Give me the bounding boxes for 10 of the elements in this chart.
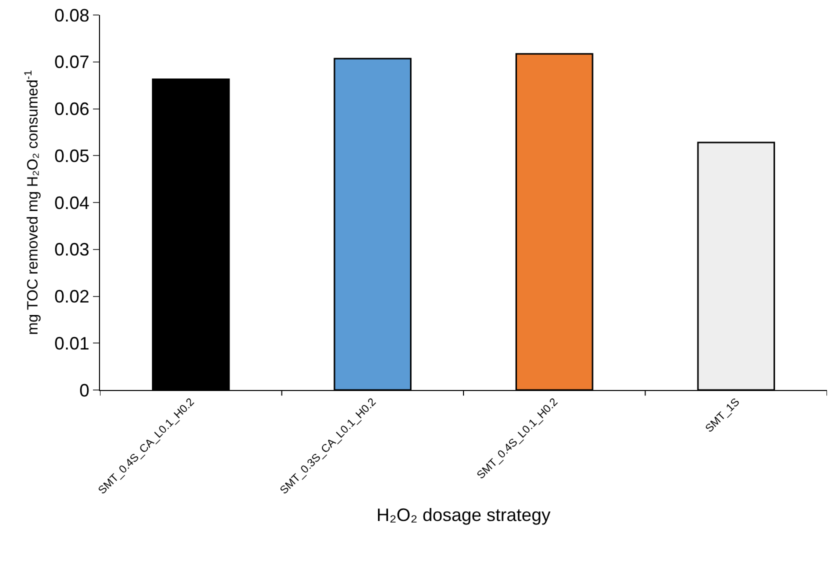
y-tick-label: 0.01 [54, 333, 90, 354]
y-tick-label: 0.06 [54, 99, 90, 120]
y-tick-label: 0.02 [54, 286, 90, 307]
y-tick-label: 0.05 [54, 146, 90, 166]
y-tick-label: 0 [79, 380, 90, 400]
y-tick-label: 0.08 [54, 5, 90, 26]
y-tick-label: 0.07 [54, 52, 90, 72]
x-axis-title: H₂O₂ dosage strategy [376, 504, 551, 525]
y-tick-label: 0.03 [54, 240, 90, 260]
y-tick-label: 0.04 [54, 192, 90, 213]
